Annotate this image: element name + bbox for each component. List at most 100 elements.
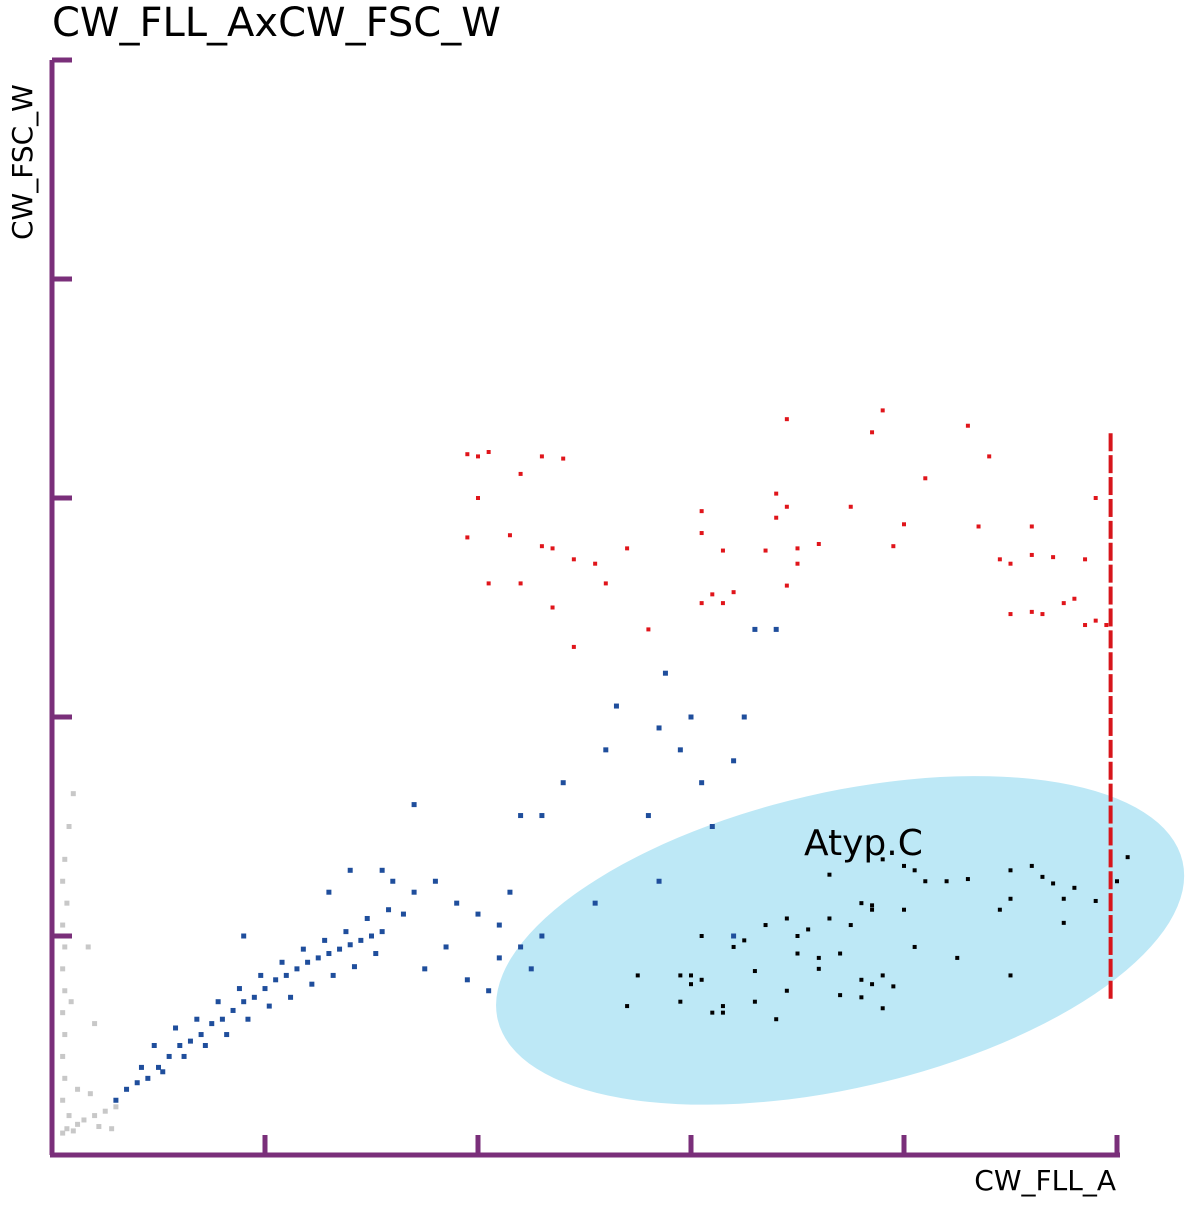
- data-point: [454, 900, 460, 906]
- data-point: [273, 977, 279, 983]
- data-point: [870, 907, 875, 912]
- data-point: [677, 747, 683, 753]
- data-point: [539, 544, 544, 549]
- data-point: [1108, 564, 1113, 583]
- data-point: [351, 964, 357, 970]
- points-layer: [60, 408, 1130, 1136]
- data-point: [85, 944, 91, 950]
- data-point: [880, 973, 885, 978]
- data-point: [465, 535, 470, 540]
- data-point: [1108, 717, 1113, 736]
- data-point: [1029, 552, 1034, 557]
- data-point: [720, 601, 725, 606]
- data-point: [194, 1016, 200, 1022]
- data-point: [1108, 958, 1113, 977]
- data-point: [1108, 936, 1113, 955]
- series-debris: [60, 791, 119, 1136]
- data-point: [902, 863, 906, 868]
- data-point: [134, 1080, 140, 1086]
- data-point: [369, 933, 374, 939]
- data-point: [300, 946, 306, 952]
- data-point: [859, 995, 864, 1000]
- data-point: [699, 934, 704, 938]
- data-point: [224, 1032, 230, 1038]
- data-point: [742, 938, 747, 943]
- data-point: [902, 907, 906, 912]
- data-point: [60, 922, 66, 928]
- data-point: [912, 868, 917, 873]
- data-point: [294, 966, 300, 972]
- data-point: [593, 561, 598, 566]
- data-point: [827, 872, 832, 877]
- data-point: [322, 937, 328, 943]
- data-point: [561, 456, 566, 461]
- data-point: [603, 747, 609, 753]
- data-point: [1104, 623, 1109, 628]
- data-point: [880, 1006, 885, 1011]
- data-point: [656, 878, 662, 884]
- data-point: [379, 867, 385, 873]
- data-point: [337, 946, 343, 952]
- data-point: [656, 725, 662, 731]
- data-point: [752, 969, 757, 974]
- data-point: [1029, 609, 1034, 614]
- data-point: [774, 1017, 779, 1022]
- data-point: [1072, 596, 1077, 601]
- data-point: [699, 977, 704, 982]
- data-point: [166, 1053, 172, 1059]
- data-point: [326, 951, 332, 957]
- data-point: [710, 1010, 715, 1015]
- data-point: [1008, 612, 1013, 617]
- data-point: [699, 509, 704, 514]
- data-point: [838, 993, 843, 998]
- gate-ellipse[interactable]: [464, 717, 1200, 1163]
- series-blue: [113, 626, 779, 1103]
- data-point: [1040, 612, 1045, 617]
- data-point: [241, 933, 247, 939]
- data-point: [827, 916, 832, 921]
- data-point: [1051, 881, 1056, 886]
- data-point: [215, 999, 221, 1005]
- data-point: [373, 951, 379, 957]
- data-point: [1108, 586, 1113, 605]
- data-point: [102, 1108, 108, 1114]
- data-point: [66, 824, 72, 829]
- data-point: [795, 951, 800, 956]
- data-point: [422, 966, 428, 972]
- data-point: [689, 973, 693, 978]
- data-point: [784, 916, 789, 921]
- gate-layer: [464, 717, 1200, 1163]
- data-point: [1108, 608, 1113, 627]
- series-red: [465, 408, 1109, 649]
- data-point: [645, 813, 651, 819]
- data-point: [476, 496, 480, 500]
- data-point: [245, 1016, 251, 1022]
- data-point: [816, 541, 821, 546]
- data-point: [891, 984, 896, 989]
- data-point: [1108, 980, 1113, 999]
- data-point: [400, 911, 406, 917]
- data-point: [571, 557, 576, 562]
- data-point: [731, 590, 736, 595]
- data-point: [773, 626, 779, 632]
- data-point: [145, 1075, 151, 1081]
- data-point: [1072, 885, 1077, 890]
- data-point: [390, 878, 396, 884]
- data-point: [507, 533, 512, 538]
- data-point: [1108, 783, 1113, 802]
- gate-label[interactable]: Atyp.C: [804, 823, 923, 864]
- data-point: [70, 791, 76, 797]
- data-point: [241, 999, 247, 1005]
- data-point: [1040, 874, 1045, 879]
- data-point: [315, 955, 321, 961]
- data-point: [209, 1021, 215, 1027]
- data-point: [625, 546, 630, 551]
- data-point: [699, 601, 704, 606]
- data-point: [1115, 879, 1119, 884]
- data-point: [662, 670, 668, 676]
- data-point: [198, 1032, 204, 1038]
- data-point: [848, 504, 853, 509]
- data-point: [181, 1053, 187, 1059]
- data-point: [625, 1004, 630, 1009]
- data-point: [613, 703, 619, 709]
